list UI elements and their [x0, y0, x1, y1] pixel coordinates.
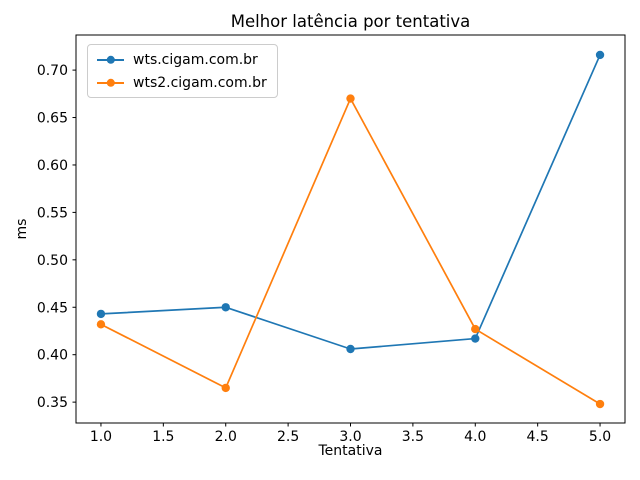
series-line	[100, 97, 601, 405]
legend-item: wts.cigam.com.br	[97, 51, 267, 68]
y-axis-label: ms	[14, 218, 30, 240]
legend-dot-swatch	[106, 55, 115, 64]
y-tick-label: 0.70	[37, 63, 68, 79]
x-tick-label: 3.0	[339, 429, 361, 445]
y-tick-label: 0.50	[37, 253, 68, 269]
data-point-marker	[471, 334, 480, 343]
y-tick-label: 0.65	[37, 111, 68, 127]
legend-label: wts2.cigam.com.br	[133, 74, 267, 91]
x-tick-label: 4.5	[527, 429, 549, 445]
y-tick-label: 0.55	[37, 205, 68, 221]
data-point-marker	[595, 399, 605, 409]
data-point-marker	[346, 344, 355, 354]
x-tick-label: 3.5	[402, 429, 424, 445]
legend-line-marker-icon	[97, 78, 124, 88]
y-tick-label: 0.45	[37, 300, 68, 316]
data-point-marker	[96, 309, 106, 319]
legend-item: wts2.cigam.com.br	[97, 74, 267, 91]
x-tick-label: 5.0	[589, 429, 611, 445]
x-tick-label: 2.5	[277, 429, 299, 445]
y-tick-label: 0.35	[37, 395, 68, 411]
legend-label: wts.cigam.com.br	[133, 51, 258, 68]
data-point-marker	[471, 324, 480, 334]
x-tick-label: 4.0	[464, 429, 486, 445]
data-point-marker	[96, 320, 106, 329]
legend: wts.cigam.com.br wts2.cigam.com.br	[87, 44, 278, 98]
x-tick-label: 1.5	[152, 429, 174, 445]
y-tick-label: 0.40	[37, 348, 68, 364]
x-tick-label: 2.0	[215, 429, 237, 445]
legend-dot-swatch	[106, 78, 115, 87]
data-point-marker	[595, 50, 605, 60]
y-tick-label: 0.60	[37, 158, 68, 174]
data-point-marker	[346, 94, 355, 103]
x-tick-label: 1.0	[90, 429, 112, 445]
data-point-marker	[221, 383, 230, 393]
chart-title: Melhor latência por tentativa	[230, 12, 471, 31]
legend-line-marker-icon	[97, 55, 124, 65]
data-point-marker	[221, 303, 230, 312]
x-axis-label: Tentativa	[318, 443, 383, 459]
